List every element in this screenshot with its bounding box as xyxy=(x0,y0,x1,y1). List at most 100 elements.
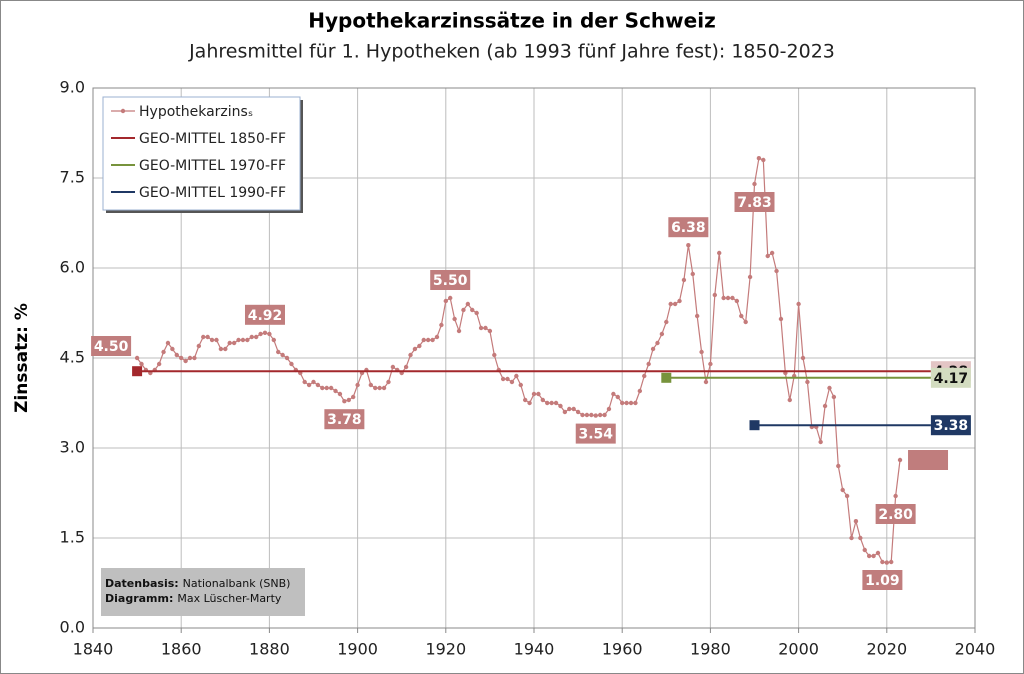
x-tick-label: 1840 xyxy=(73,640,114,659)
data-point xyxy=(333,388,338,394)
data-point xyxy=(743,319,748,325)
chart-title: Hypothekarzinssätze in der Schweiz xyxy=(308,9,715,33)
data-point xyxy=(756,156,762,161)
legend-box xyxy=(102,96,301,211)
data-point xyxy=(611,391,616,397)
legend-marker xyxy=(120,108,126,114)
data-point xyxy=(196,343,202,349)
data-point xyxy=(408,352,413,358)
mean-start-marker xyxy=(749,420,760,431)
data-point xyxy=(179,355,184,361)
legend-label: Hypothekarzinsₛ xyxy=(139,104,253,120)
data-point xyxy=(659,331,665,337)
data-label: 4.17 xyxy=(934,371,969,387)
data-point xyxy=(311,379,316,385)
data-label-box xyxy=(430,270,471,290)
data-point xyxy=(156,361,162,367)
data-point xyxy=(805,379,810,385)
data-point xyxy=(840,487,845,493)
data-point xyxy=(884,560,889,565)
legend-label: GEO-MITTEL 1970-FF xyxy=(139,158,286,174)
data-point xyxy=(690,271,695,277)
data-point xyxy=(245,337,250,343)
data-point xyxy=(540,397,546,403)
data-point xyxy=(201,334,206,340)
data-point xyxy=(165,340,171,346)
data-point xyxy=(747,274,753,280)
data-point xyxy=(862,547,867,553)
data-point xyxy=(262,330,268,335)
data-label-box xyxy=(668,217,709,238)
data-point xyxy=(739,313,744,319)
data-point xyxy=(571,406,576,412)
data-point xyxy=(289,361,294,367)
x-tick-label: 1920 xyxy=(425,640,466,659)
data-point xyxy=(844,493,850,499)
data-point xyxy=(800,355,806,361)
data-label-box xyxy=(875,504,916,524)
data-label-box xyxy=(930,367,971,388)
data-point xyxy=(346,397,351,403)
data-point xyxy=(712,292,718,298)
data-point xyxy=(642,373,647,379)
data-point xyxy=(355,382,360,388)
data-point xyxy=(302,379,307,385)
x-tick-label: 2040 xyxy=(955,640,996,659)
data-point xyxy=(209,337,215,343)
data-point xyxy=(280,352,285,358)
data-point xyxy=(253,334,259,340)
mean-start-marker xyxy=(132,366,143,377)
data-point xyxy=(787,397,792,403)
data-point xyxy=(562,409,568,415)
data-point xyxy=(373,385,378,391)
data-point xyxy=(549,400,554,406)
data-point xyxy=(703,379,709,385)
data-label-box xyxy=(575,423,616,444)
data-point xyxy=(615,394,620,400)
data-label: 5.50 xyxy=(433,273,468,289)
data-point xyxy=(271,337,277,343)
data-label: 3.78 xyxy=(327,412,362,428)
x-tick-label: 1980 xyxy=(690,640,731,659)
data-point xyxy=(875,550,881,556)
data-point xyxy=(417,343,422,349)
data-label: 1.09 xyxy=(865,573,900,589)
data-point xyxy=(836,463,841,469)
data-point xyxy=(553,400,559,406)
data-point xyxy=(633,400,638,406)
data-label-box xyxy=(244,304,285,325)
data-point xyxy=(567,406,572,412)
data-label-box xyxy=(324,409,365,430)
data-label: 2.80 xyxy=(878,507,913,523)
data-point xyxy=(774,268,779,274)
data-point xyxy=(589,412,594,418)
data-point xyxy=(889,559,894,565)
data-point xyxy=(765,253,770,259)
data-point xyxy=(187,355,193,361)
data-point xyxy=(328,385,334,391)
legend-label: GEO-MITTEL 1850-FF xyxy=(139,131,286,147)
data-point xyxy=(628,400,634,406)
data-point xyxy=(822,403,828,409)
data-point xyxy=(390,364,396,370)
data-point xyxy=(430,337,435,343)
data-point xyxy=(699,349,704,355)
data-point xyxy=(174,352,179,358)
note-label: Datenbasis: xyxy=(105,577,179,590)
data-point xyxy=(456,328,462,334)
y-tick-label: 3.0 xyxy=(60,438,85,457)
y-tick-label: 7.5 xyxy=(60,168,85,187)
data-point xyxy=(527,400,532,406)
data-point xyxy=(461,307,466,313)
data-point xyxy=(474,310,479,316)
data-point xyxy=(315,382,321,388)
data-point xyxy=(871,553,876,559)
data-point xyxy=(161,349,166,355)
data-point xyxy=(866,553,872,559)
data-point xyxy=(267,331,272,337)
note-text: Max Lüscher-Marty xyxy=(177,592,282,605)
data-point xyxy=(796,301,801,307)
data-point xyxy=(681,277,687,283)
data-point xyxy=(849,535,854,541)
data-point xyxy=(350,394,356,400)
